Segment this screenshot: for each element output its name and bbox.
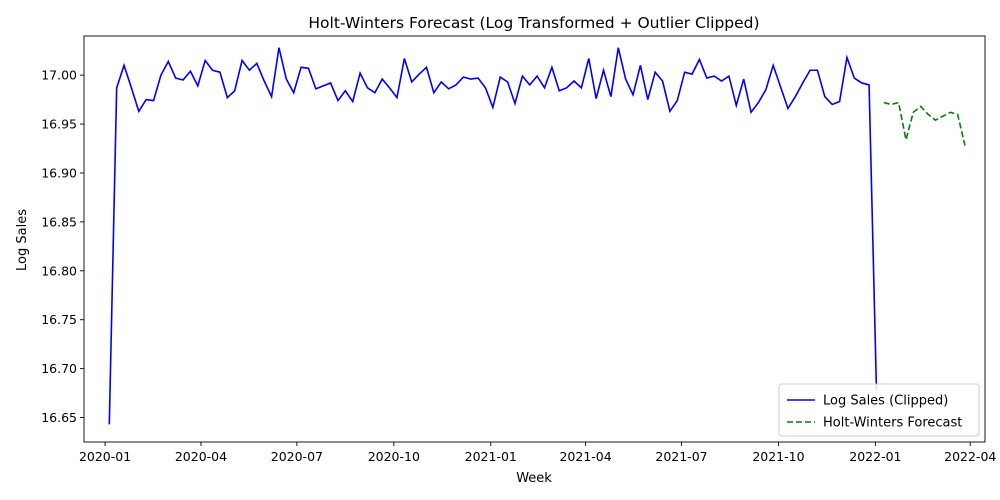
plot-area [83, 35, 986, 443]
plot-frame [83, 35, 986, 443]
legend-label-1: Log Sales (Clipped) [823, 394, 948, 409]
series-line-1 [108, 47, 878, 425]
y-tick-label: 16.65 [41, 410, 77, 425]
x-tick-label: 2021-01 [465, 449, 517, 464]
y-tick-label: 16.70 [41, 361, 77, 376]
y-axis: 16.65 16.70 16.75 16.80 16.85 16.90 16.95 17.00 [41, 68, 84, 425]
chart-title: Holt-Winters Forecast (Log Transformed +… [308, 14, 759, 32]
y-tick-label: 16.85 [41, 214, 77, 229]
x-tick-label: 2020-07 [271, 449, 323, 464]
x-tick-label: 2022-04 [944, 449, 996, 464]
x-tick-label: 2020-10 [368, 449, 420, 464]
series-line-2 [883, 101, 966, 146]
y-axis-label: Log Sales [15, 209, 30, 271]
y-tick-label: 16.90 [41, 165, 77, 180]
x-tick-label: 2022-01 [849, 449, 901, 464]
x-axis: 2020-01 2020-04 2020-07 2020-10 2021-01 2021-… [79, 442, 996, 464]
x-tick-label: 2020-04 [175, 449, 227, 464]
x-axis-label: Week [516, 471, 552, 486]
x-tick-label: 2021-04 [559, 449, 611, 464]
legend: Log Sales (Clipped) Holt-Winters Forecast [778, 383, 980, 437]
legend-box [778, 383, 980, 437]
y-tick-label: 17.00 [41, 68, 77, 83]
legend-label-2: Holt-Winters Forecast [823, 416, 962, 431]
y-tick-label: 16.95 [41, 117, 77, 132]
y-tick-label: 16.80 [41, 263, 77, 278]
x-tick-label: 2020-01 [79, 449, 131, 464]
x-tick-label: 2021-10 [752, 449, 804, 464]
y-tick-label: 16.75 [41, 312, 77, 327]
x-tick-label: 2021-07 [655, 449, 707, 464]
